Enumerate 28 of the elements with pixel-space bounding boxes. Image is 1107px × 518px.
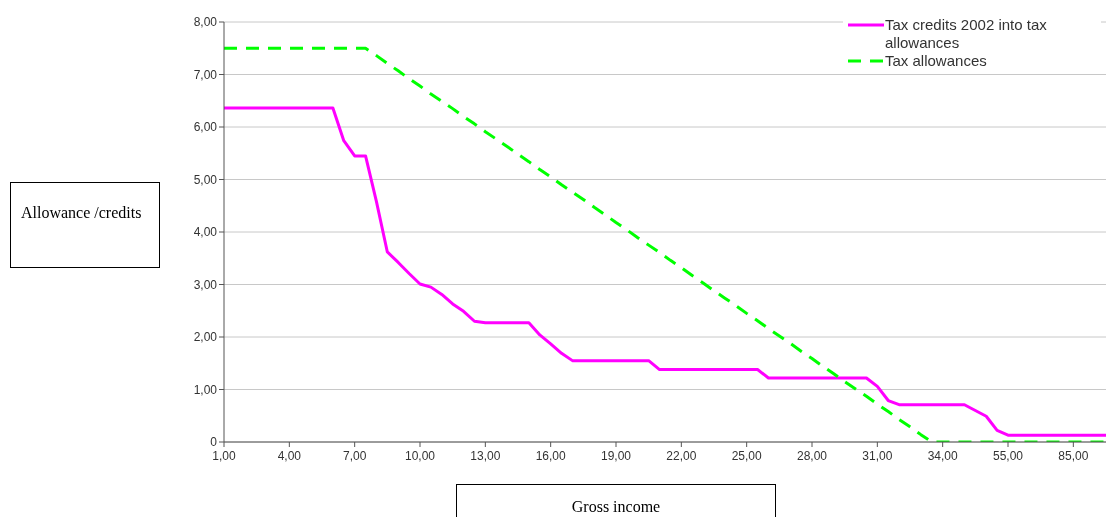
x-tick-label: 85,00 [1058, 449, 1089, 463]
x-tick-label: 19,00 [600, 449, 632, 463]
x-tick-label: 4,00 [277, 449, 302, 463]
x-axis-title: Gross income [571, 497, 661, 517]
legend-label: Tax allowances [885, 52, 988, 70]
x-tick-label: 16,00 [535, 449, 567, 463]
x-tick-label: 10,00 [404, 449, 436, 463]
y-tick-label: 1,00 [193, 382, 218, 397]
y-tick-label: 2,00 [193, 330, 218, 345]
y-tick-label: 3,00 [193, 277, 218, 292]
x-tick-label: 25,00 [731, 449, 763, 463]
y-axis-title: Allowance /credits [10, 182, 160, 268]
legend-label: Tax credits 2002 into tax allowances [885, 16, 1048, 52]
x-tick-label: 22,00 [666, 449, 697, 463]
y-tick-label: 0 [210, 435, 218, 450]
x-tick-label: 7,00 [342, 449, 367, 463]
x-tick-label: 31,00 [862, 449, 893, 463]
x-tick-label: 1,00 [212, 449, 236, 463]
y-tick-label: 6,00 [193, 120, 218, 135]
x-tick-label: 55,00 [992, 449, 1024, 463]
y-tick-label: 4,00 [193, 225, 218, 240]
y-tick-label: 8,00 [193, 15, 218, 30]
x-tick-label: 28,00 [796, 449, 828, 463]
line-series [222, 106, 1107, 437]
x-tick-label: 34,00 [927, 449, 959, 463]
x-tick-label: 13,00 [470, 449, 501, 463]
y-tick-label: 7,00 [193, 67, 218, 82]
y-tick-label: 5,00 [193, 172, 218, 187]
